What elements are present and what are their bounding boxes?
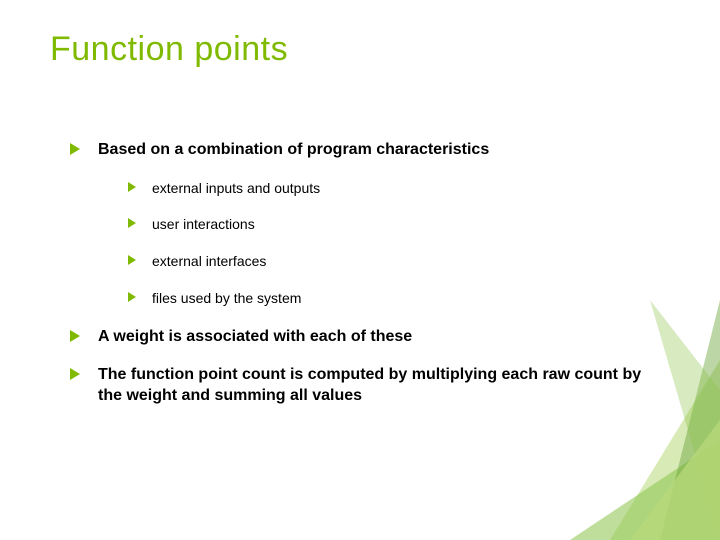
bullet-text: external inputs and outputs [152,180,320,196]
bullet-list-level1: Based on a combination of program charac… [50,139,660,407]
decor-triangle [650,300,720,540]
bullet-text: Based on a combination of program charac… [98,141,489,158]
bullet-text: user interactions [152,216,255,232]
list-item: A weight is associated with each of thes… [70,326,660,348]
list-item: external inputs and outputs [128,179,660,198]
bullet-text: The function point count is computed by … [98,366,641,405]
bullet-text: external interfaces [152,253,266,269]
decor-triangle [630,420,720,540]
list-item: files used by the system [128,289,660,308]
bullet-text: A weight is associated with each of thes… [98,328,412,345]
slide: Function points Based on a combination o… [0,0,720,540]
list-item: external interfaces [128,252,660,271]
list-item: user interactions [128,215,660,234]
page-title: Function points [50,30,660,69]
bullet-text: files used by the system [152,290,301,306]
list-item: The function point count is computed by … [70,364,660,407]
list-item: Based on a combination of program charac… [70,139,660,308]
decor-triangle [570,440,720,540]
decor-triangle [660,300,720,540]
bullet-list-level2: external inputs and outputs user interac… [98,179,660,309]
